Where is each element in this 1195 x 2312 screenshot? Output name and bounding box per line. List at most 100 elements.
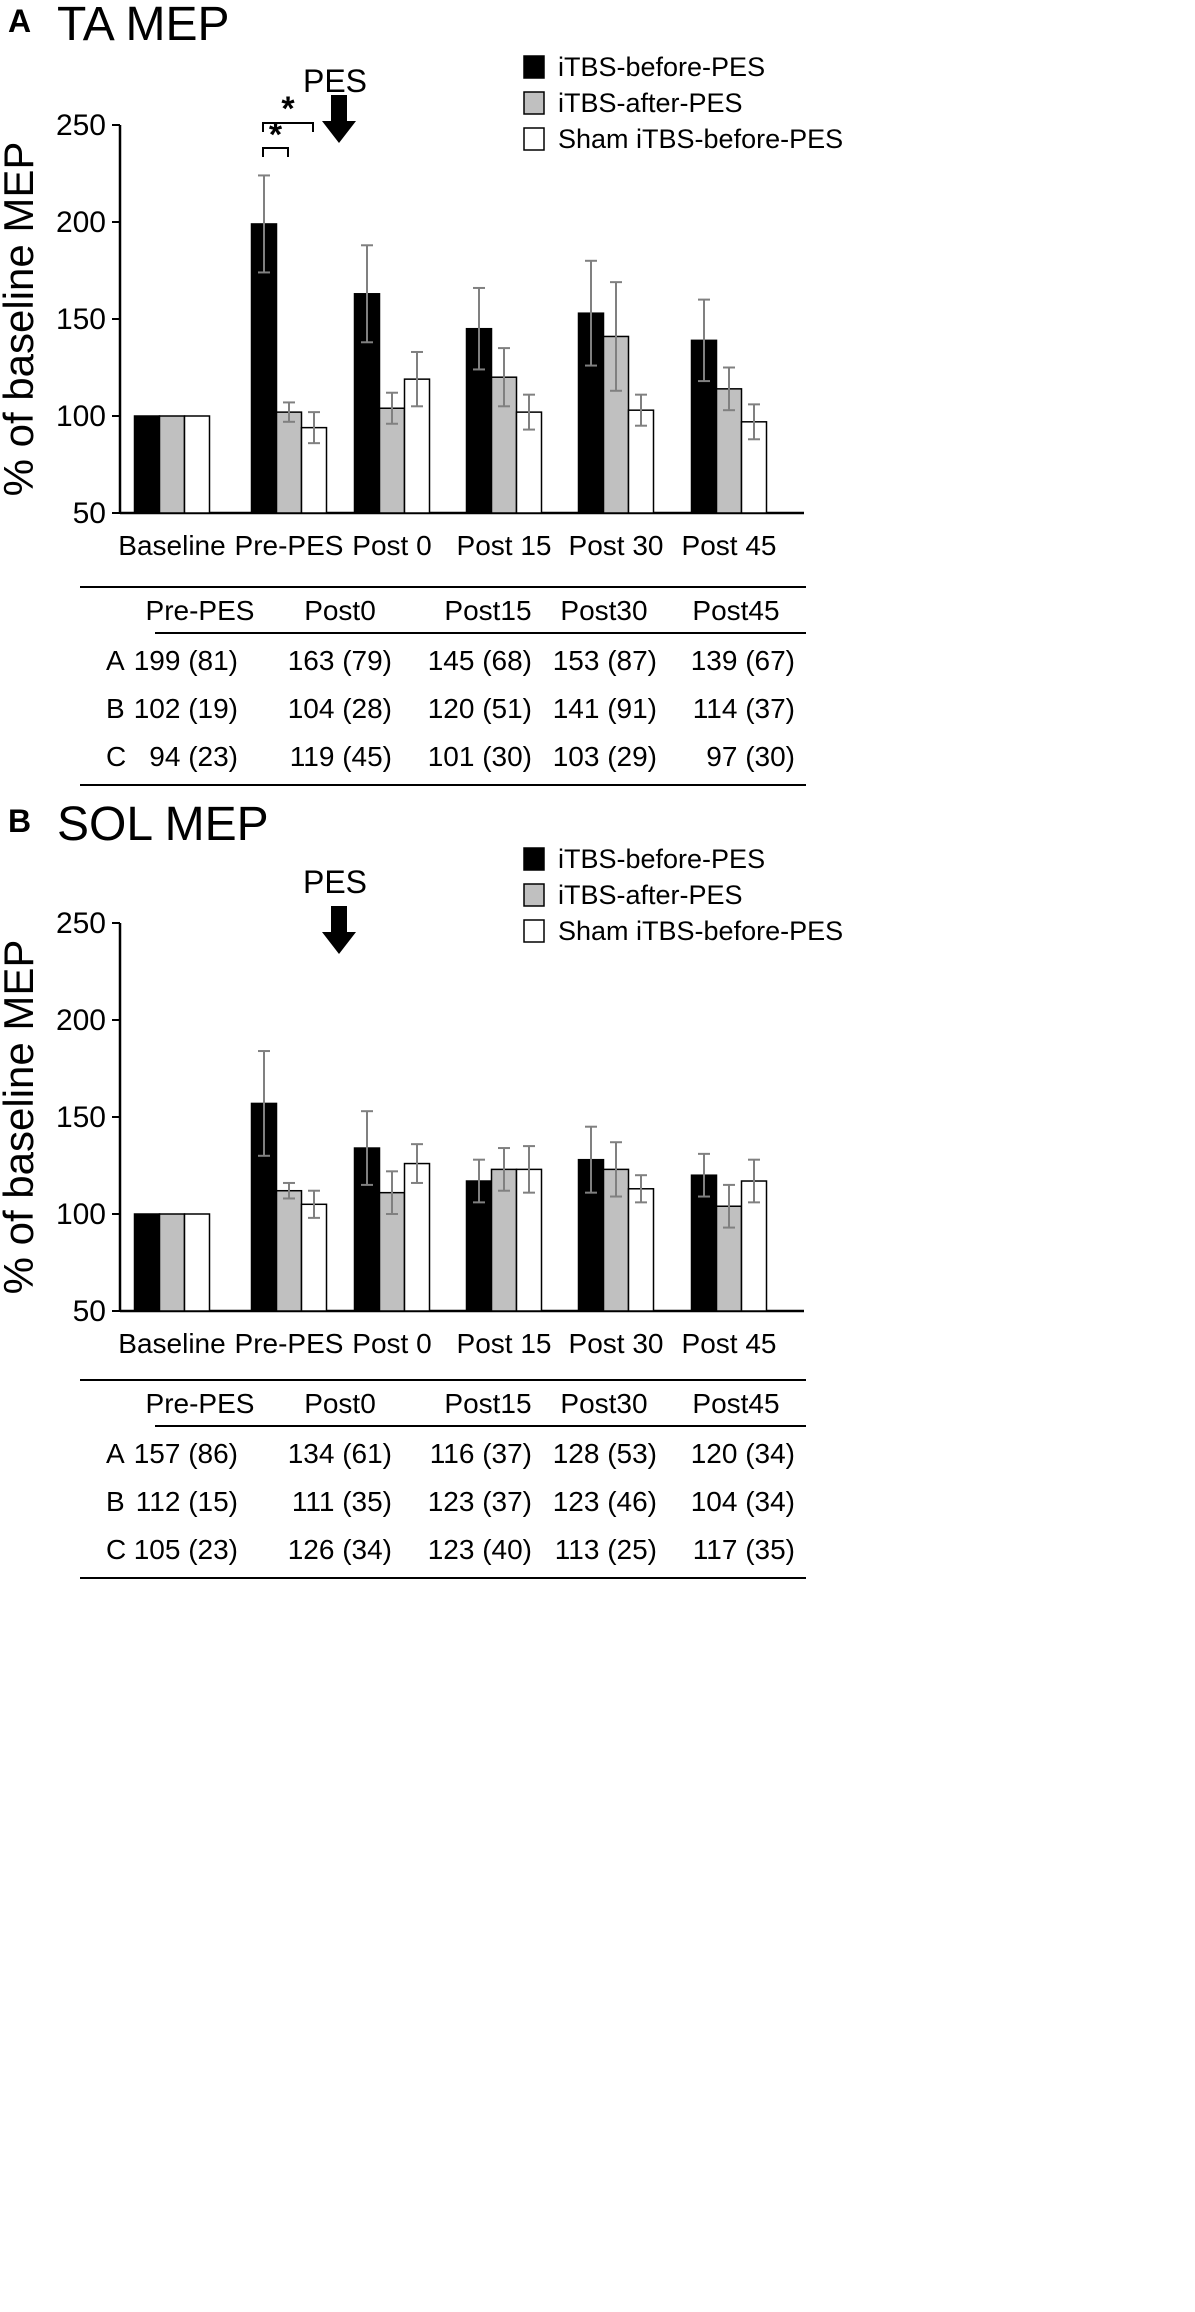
table-cell: 134 (61) [288,1438,392,1469]
legend-label: Sham iTBS-before-PES [558,124,843,154]
bar [183,415,211,514]
legend-label: iTBS-before-PES [558,844,765,874]
table-cell: 126 (34) [288,1534,392,1565]
x-tick-label: Post 45 [682,1328,777,1359]
bar [158,1213,186,1312]
y-tick-label: 250 [56,109,106,142]
table-cell: 117 (35) [693,1534,795,1565]
table-cell: 120 (51) [428,693,532,724]
legend-label: iTBS-after-PES [558,880,743,910]
table-cell: 123 (40) [428,1534,532,1565]
y-tick-label: 200 [56,206,106,239]
table-cell: 94 (23) [149,741,238,772]
panel-a: A TA MEP % of baseline MEP 50 100 150 200 250 Ba… [0,0,843,786]
table-header: Post15 [444,595,531,626]
y-tick-label: 100 [56,400,106,433]
table-row-label: C [106,1534,126,1565]
table-header: Post45 [692,595,779,626]
table-cell: 105 (23) [134,1534,238,1565]
table-header: Pre-PES [146,595,255,626]
table-cell: 116 (37) [430,1438,532,1469]
x-tick-label: Post 15 [457,530,552,561]
table-cell: 113 (25) [555,1534,657,1565]
table-header: Pre-PES [146,1388,255,1419]
table-header: Post30 [560,595,647,626]
table-row-label: B [106,1486,125,1517]
table-cell: 119 (45) [290,741,392,772]
table-cell: 139 (67) [691,645,795,676]
table-header: Post45 [692,1388,779,1419]
legend-label: iTBS-before-PES [558,52,765,82]
table-cell: 103 (29) [553,741,657,772]
table-cell: 199 (81) [134,645,238,676]
y-tick-label: 200 [56,1004,106,1037]
y-tick-label: 50 [73,1295,106,1328]
bar [275,411,303,514]
table-cell: 128 (53) [553,1438,657,1469]
table-cell: 111 (35) [292,1486,392,1517]
x-tick-label: Post 30 [569,530,664,561]
legend-swatch [523,883,545,907]
bar [275,1189,303,1312]
legend-swatch [523,127,545,151]
y-axis-label: % of baseline MEP [0,940,42,1295]
table-cell: 157 (86) [134,1438,238,1469]
table-row-label: A [106,645,125,676]
panel-b: B SOL MEP % of baseline MEP 50 100 150 200 250 B… [0,798,843,1579]
table-cell: 112 (15) [136,1486,238,1517]
bar [133,415,161,514]
table-cell: 114 (37) [693,693,795,724]
panel-letter: A [8,3,31,39]
y-tick-label: 100 [56,1198,106,1231]
table-row-label: C [106,741,126,772]
y-tick-label: 150 [56,1101,106,1134]
bar [403,1162,431,1312]
pes-annotation: PES [303,864,367,900]
table-cell: 104 (28) [288,693,392,724]
table-cell: 145 (68) [428,645,532,676]
pes-annotation: PES [303,63,367,99]
x-tick-label: Baseline [118,1328,225,1359]
table-cell: 104 (34) [691,1486,795,1517]
x-tick-label: Pre-PES [235,530,344,561]
table-cell: 97 (30) [706,741,795,772]
table-cell: 101 (30) [428,741,532,772]
x-tick-label: Post 0 [352,530,431,561]
down-arrow-icon [322,906,356,954]
panel-letter: B [8,803,31,839]
table-cell: 153 (87) [553,645,657,676]
table-cell: 120 (34) [691,1438,795,1469]
table-cell: 163 (79) [288,645,392,676]
x-tick-label: Pre-PES [235,1328,344,1359]
significance-star: * [269,116,283,154]
bar [627,1188,655,1312]
legend-swatch [523,847,545,871]
table-header: Post0 [304,1388,376,1419]
x-tick-label: Post 0 [352,1328,431,1359]
legend-label: Sham iTBS-before-PES [558,916,843,946]
x-tick-label: Post 45 [682,530,777,561]
legend-swatch [523,919,545,943]
panel-title: TA MEP [57,0,229,51]
bar [627,409,655,514]
down-arrow-icon [322,95,356,143]
x-tick-label: Post 30 [569,1328,664,1359]
x-tick-label: Baseline [118,530,225,561]
legend-label: iTBS-after-PES [558,88,743,118]
table-header: Post0 [304,595,376,626]
significance-bracket [262,122,314,132]
x-tick-label: Post 15 [457,1328,552,1359]
table-row-label: B [106,693,125,724]
bar [158,415,186,514]
y-tick-label: 50 [73,497,106,530]
significance-star: * [281,90,295,128]
y-tick-label: 250 [56,907,106,940]
legend-swatch [523,91,545,115]
legend-swatch [523,55,545,79]
table-cell: 102 (19) [134,693,238,724]
panel-title: SOL MEP [57,798,269,851]
bar [133,1213,161,1312]
bar [300,1203,328,1312]
table-header: Post15 [444,1388,531,1419]
